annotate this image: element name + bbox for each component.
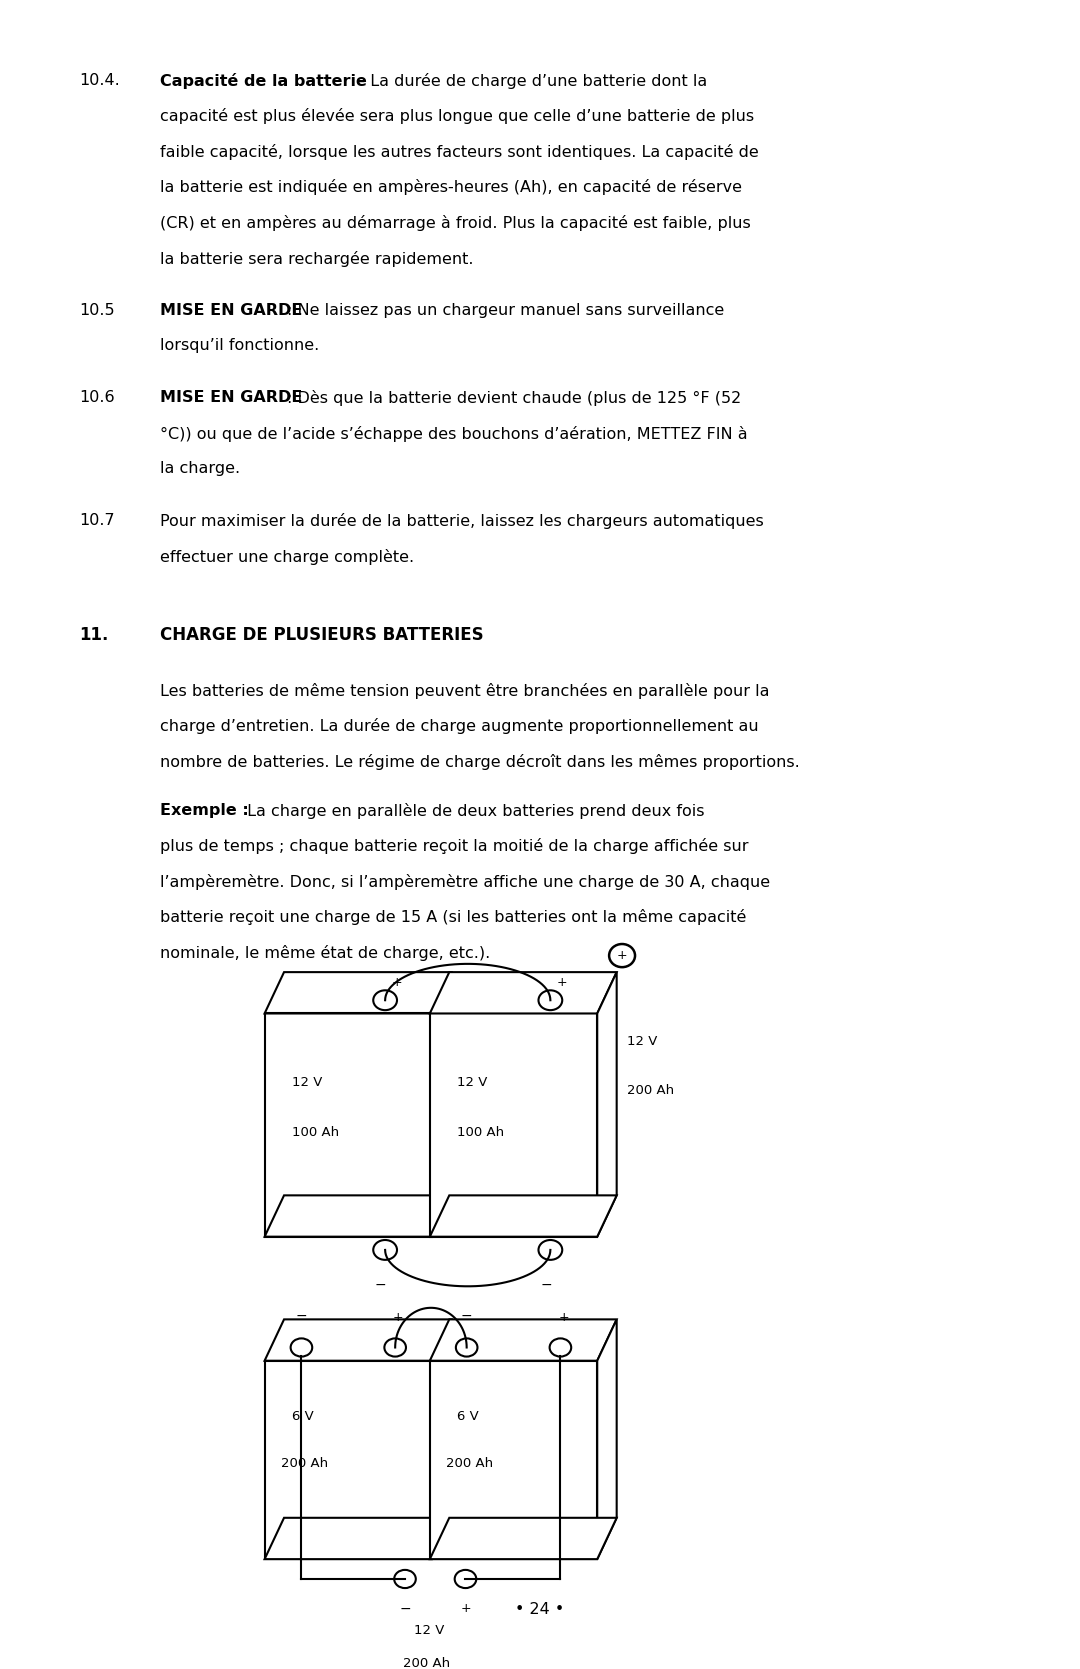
Text: Les batteries de même tension peuvent être branchées en parallèle pour la: Les batteries de même tension peuvent êt… [160, 683, 769, 699]
Polygon shape [265, 1517, 451, 1559]
Text: la batterie sera rechargée rapidement.: la batterie sera rechargée rapidement. [160, 250, 473, 267]
Text: • 24 •: • 24 • [515, 1602, 565, 1617]
Text: 12 V: 12 V [414, 1624, 444, 1637]
Text: la batterie est indiquée en ampères-heures (Ah), en capacité de réserve: la batterie est indiquée en ampères-heur… [160, 179, 742, 195]
Text: 200 Ah: 200 Ah [627, 1085, 675, 1097]
Text: +: + [617, 950, 627, 961]
Polygon shape [430, 1013, 597, 1237]
Text: +: + [393, 1312, 404, 1324]
Text: +: + [392, 976, 402, 988]
Text: Pour maximiser la durée de la batterie, laissez les chargeurs automatiques: Pour maximiser la durée de la batterie, … [160, 514, 764, 529]
Text: −: − [375, 1278, 387, 1292]
Text: +: + [557, 976, 567, 988]
Polygon shape [265, 1320, 451, 1360]
Text: 12 V: 12 V [292, 1077, 322, 1088]
Text: effectuer une charge complète.: effectuer une charge complète. [160, 549, 414, 566]
Polygon shape [430, 1195, 617, 1237]
Text: charge d’entretien. La durée de charge augmente proportionnellement au: charge d’entretien. La durée de charge a… [160, 718, 758, 734]
Text: faible capacité, lorsque les autres facteurs sont identiques. La capacité de: faible capacité, lorsque les autres fact… [160, 144, 758, 160]
Text: 6 V: 6 V [457, 1410, 478, 1424]
Text: Exemple :: Exemple : [160, 803, 248, 818]
Polygon shape [265, 1360, 432, 1559]
Text: −: − [540, 1278, 552, 1292]
Text: 11.: 11. [79, 626, 108, 644]
Text: 200 Ah: 200 Ah [281, 1457, 328, 1470]
Text: l’ampèremètre. Donc, si l’ampèremètre affiche une charge de 30 A, chaque: l’ampèremètre. Donc, si l’ampèremètre af… [160, 875, 770, 890]
Text: nombre de batteries. Le régime de charge décroît dans les mêmes proportions.: nombre de batteries. Le régime de charge… [160, 754, 799, 769]
Text: MISE EN GARDE: MISE EN GARDE [160, 302, 302, 317]
Polygon shape [432, 1320, 451, 1559]
Text: nominale, le même état de charge, etc.).: nominale, le même état de charge, etc.). [160, 945, 490, 961]
Text: 12 V: 12 V [627, 1035, 658, 1048]
Text: CHARGE DE PLUSIEURS BATTERIES: CHARGE DE PLUSIEURS BATTERIES [160, 626, 484, 644]
Text: la charge.: la charge. [160, 461, 240, 476]
Text: 10.4.: 10.4. [79, 73, 120, 88]
Text: 6 V: 6 V [292, 1410, 313, 1424]
Text: plus de temps ; chaque batterie reçoit la moitié de la charge affichée sur: plus de temps ; chaque batterie reçoit l… [160, 838, 748, 855]
Text: 100 Ah: 100 Ah [292, 1125, 339, 1138]
Text: +: + [558, 1312, 569, 1324]
Polygon shape [430, 1517, 617, 1559]
Polygon shape [430, 1360, 597, 1559]
Text: 10.6: 10.6 [79, 391, 114, 406]
Polygon shape [430, 971, 617, 1013]
Text: 100 Ah: 100 Ah [457, 1125, 504, 1138]
Text: (CR) et en ampères au démarrage à froid. Plus la capacité est faible, plus: (CR) et en ampères au démarrage à froid.… [160, 215, 751, 230]
Text: +: + [460, 1602, 471, 1616]
Text: Capacité de la batterie: Capacité de la batterie [160, 73, 367, 88]
Text: −: − [400, 1602, 410, 1616]
Text: 12 V: 12 V [457, 1077, 487, 1088]
Text: 200 Ah: 200 Ah [403, 1657, 450, 1669]
Text: −: − [461, 1308, 472, 1322]
Text: 10.7: 10.7 [79, 514, 114, 529]
Text: °C)) ou que de l’acide s’échappe des bouchons d’aération, METTEZ FIN à: °C)) ou que de l’acide s’échappe des bou… [160, 426, 747, 442]
Text: −: − [296, 1308, 307, 1322]
Text: capacité est plus élevée sera plus longue que celle d’une batterie de plus: capacité est plus élevée sera plus longu… [160, 108, 754, 124]
Polygon shape [597, 1320, 617, 1559]
Polygon shape [430, 1320, 617, 1360]
Text: La charge en parallèle de deux batteries prend deux fois: La charge en parallèle de deux batteries… [242, 803, 704, 818]
Polygon shape [597, 971, 617, 1237]
Text: – La durée de charge d’une batterie dont la: – La durée de charge d’une batterie dont… [352, 73, 707, 88]
Text: : Dès que la batterie devient chaude (plus de 125 °F (52: : Dès que la batterie devient chaude (pl… [287, 391, 742, 406]
Text: 200 Ah: 200 Ah [446, 1457, 494, 1470]
Text: : Ne laissez pas un chargeur manuel sans surveillance: : Ne laissez pas un chargeur manuel sans… [287, 302, 725, 317]
Text: lorsqu’il fonctionne.: lorsqu’il fonctionne. [160, 339, 319, 354]
Text: MISE EN GARDE: MISE EN GARDE [160, 391, 302, 406]
Text: batterie reçoit une charge de 15 A (si les batteries ont la même capacité: batterie reçoit une charge de 15 A (si l… [160, 910, 746, 925]
Text: 10.5: 10.5 [79, 302, 114, 317]
